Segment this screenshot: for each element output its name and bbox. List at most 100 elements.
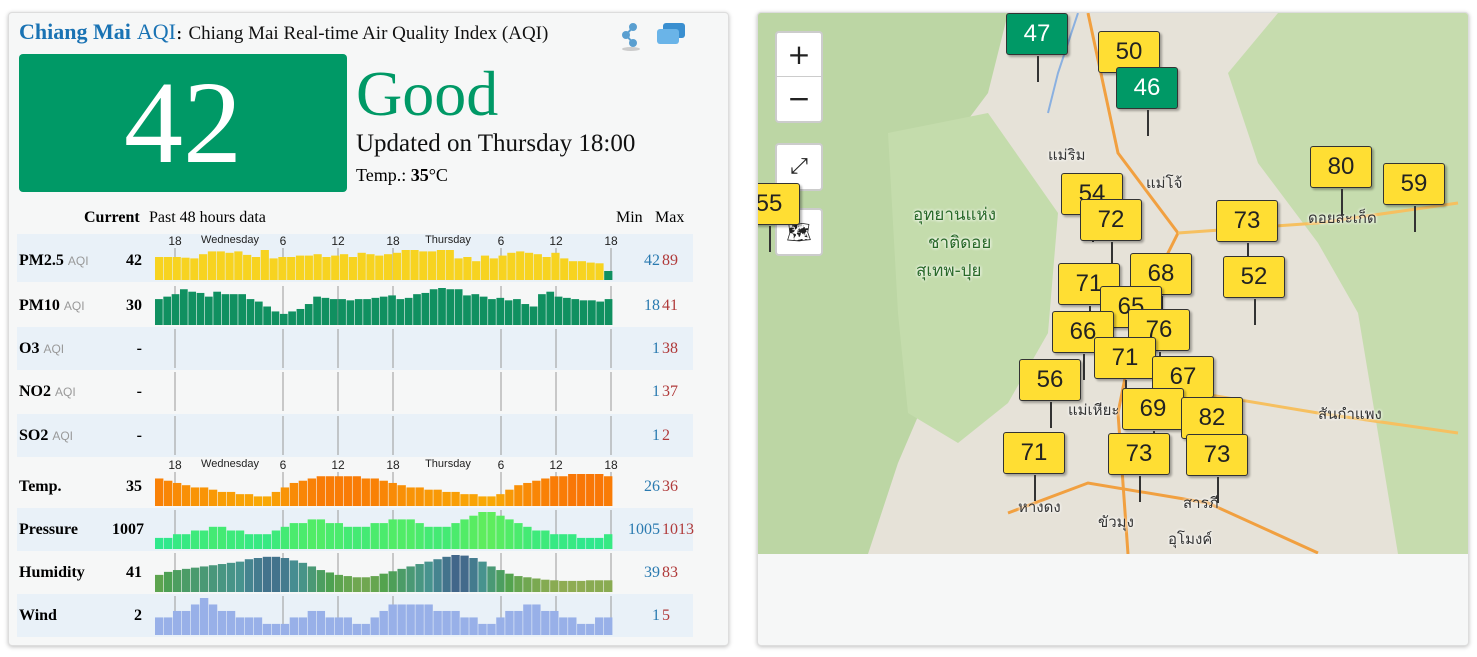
chart-bar	[190, 604, 200, 635]
aqi-station-marker[interactable]: 76	[1128, 309, 1190, 378]
aqi-station-marker[interactable]: 66	[1052, 311, 1114, 380]
min-value: 1	[652, 607, 660, 624]
chart-bar	[278, 257, 287, 280]
chart-bar	[551, 252, 560, 280]
marker-value: 71	[1075, 270, 1103, 297]
chart-bar	[577, 261, 586, 280]
chart-bar	[586, 537, 595, 549]
windows-icon[interactable]	[655, 21, 687, 47]
chart-bar	[559, 476, 568, 506]
aqi-station-marker[interactable]: 72	[1080, 199, 1142, 268]
history-chart[interactable]	[155, 327, 613, 370]
chart-bar	[532, 578, 541, 592]
chart-bar	[304, 255, 313, 280]
history-chart[interactable]	[155, 508, 613, 551]
share-icon[interactable]	[619, 21, 643, 51]
chart-bar	[370, 617, 379, 635]
chart-bar	[313, 296, 321, 325]
aqi-station-marker[interactable]: 46	[1116, 67, 1178, 136]
aqi-station-marker[interactable]: 71	[1003, 432, 1065, 501]
data-row-so2: SO2 AQI - 1 2	[17, 414, 693, 457]
chart-bar	[348, 257, 357, 280]
map[interactable]: + − ⤢ 🗺 แม่ริม แม่โจ้ อุทยานแห่ง ชาติดอย สุเ…	[758, 13, 1468, 554]
chart-bar	[339, 254, 349, 280]
chart-bar	[415, 604, 424, 635]
history-chart[interactable]	[155, 414, 613, 457]
aqi-station-marker[interactable]: 69	[1122, 388, 1184, 457]
chart-bar	[577, 580, 586, 592]
aqi-station-marker[interactable]: 59	[1383, 163, 1445, 232]
chart-bar	[586, 474, 595, 506]
history-chart[interactable]: 18 Wednesday 6 12 18 Thursday 6 12 18	[155, 234, 618, 282]
zoom-out-button[interactable]: −	[787, 82, 811, 115]
history-chart[interactable]	[155, 594, 613, 637]
chart-bar	[469, 558, 478, 592]
row-label: O3 AQI	[19, 340, 64, 358]
chart-bar	[199, 487, 209, 506]
chart-bar	[523, 577, 532, 592]
history-chart[interactable]	[155, 370, 613, 413]
marker-value: 72	[1097, 206, 1125, 233]
chart-bar	[188, 291, 197, 325]
max-header: Max	[655, 209, 685, 226]
chart-bar	[379, 296, 388, 325]
chart-bar	[288, 311, 296, 325]
chart-bar	[406, 566, 415, 592]
chart-bar	[604, 476, 613, 506]
aqi-station-marker[interactable]: 73	[1216, 200, 1278, 269]
min-value: 18	[644, 297, 660, 314]
chart-bar	[172, 257, 181, 280]
aqi-station-marker[interactable]: 82	[1181, 397, 1243, 466]
history-chart[interactable]	[155, 551, 613, 594]
chart-bar	[307, 566, 317, 592]
chart-bar	[269, 258, 278, 280]
chart-bar	[379, 480, 388, 506]
min-value: 42	[644, 252, 660, 269]
chart-bar	[521, 304, 530, 325]
history-chart[interactable]: 18 Wednesday 6 12 18 Thursday 6 12 18	[155, 458, 618, 508]
chart-bar	[384, 254, 393, 280]
chart-bar	[550, 610, 559, 635]
chart-bar	[262, 623, 272, 635]
chart-bar	[586, 623, 595, 635]
chart-bar	[446, 289, 455, 325]
time-tick-label: 12	[331, 458, 345, 472]
chart-bar	[322, 257, 331, 280]
aqi-station-marker[interactable]: 52	[1223, 256, 1285, 325]
chart-bar	[181, 568, 191, 592]
chart-bar	[208, 565, 218, 592]
aqi-station-marker[interactable]: 56	[1019, 359, 1081, 428]
aqi-station-marker[interactable]: 73	[1186, 434, 1248, 503]
aqi-station-marker[interactable]: 55	[758, 183, 800, 252]
chart-bar	[298, 523, 308, 549]
chart-bar	[155, 299, 163, 325]
chart-bar	[478, 496, 487, 506]
aqi-station-marker[interactable]: 80	[1310, 146, 1372, 215]
chart-bar	[595, 474, 604, 506]
chart-bar	[253, 558, 263, 592]
marker-value: 46	[1133, 74, 1161, 101]
chart-bar	[352, 577, 361, 592]
chart-bar	[253, 496, 263, 506]
chart-bar	[532, 604, 541, 635]
aqi-station-marker[interactable]: 47	[1006, 13, 1068, 82]
city-name[interactable]: Chiang Mai	[19, 19, 131, 44]
chart-bar	[442, 556, 451, 592]
chart-bar	[424, 604, 433, 635]
chart-bar	[343, 617, 352, 635]
chart-bar	[471, 294, 480, 325]
chart-bar	[321, 297, 330, 325]
chart-bar	[370, 478, 379, 506]
chart-bar	[226, 491, 236, 506]
history-chart[interactable]	[155, 284, 613, 327]
zoom-in-button[interactable]: +	[777, 33, 821, 77]
chart-bar	[451, 610, 460, 635]
chart-bar	[172, 610, 182, 635]
chart-bar	[172, 482, 182, 506]
chart-bar	[451, 491, 460, 506]
map-place-label: อุทยานแห่ง	[913, 205, 997, 225]
marker-stem	[1050, 402, 1052, 428]
aqi-station-marker[interactable]: 73	[1108, 433, 1170, 502]
chart-bar	[379, 573, 388, 592]
aqi-station-marker[interactable]: 71	[1094, 337, 1156, 406]
